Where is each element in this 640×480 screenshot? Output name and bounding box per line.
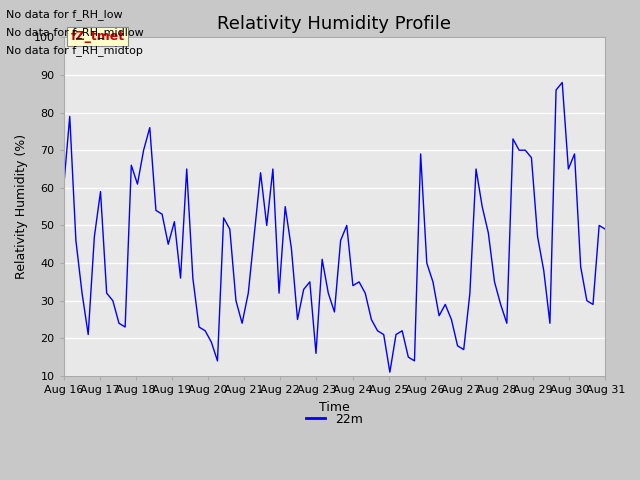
Y-axis label: Relativity Humidity (%): Relativity Humidity (%) <box>15 134 28 279</box>
Text: fZ_tmet: fZ_tmet <box>70 30 125 43</box>
Text: No data for f_RH_low: No data for f_RH_low <box>6 9 123 20</box>
X-axis label: Time: Time <box>319 400 350 413</box>
Title: Relativity Humidity Profile: Relativity Humidity Profile <box>218 15 451 33</box>
Text: No data for f_RH_midlow: No data for f_RH_midlow <box>6 27 144 38</box>
Text: No data for f_RH_midtop: No data for f_RH_midtop <box>6 45 143 56</box>
Legend: 22m: 22m <box>301 408 368 431</box>
